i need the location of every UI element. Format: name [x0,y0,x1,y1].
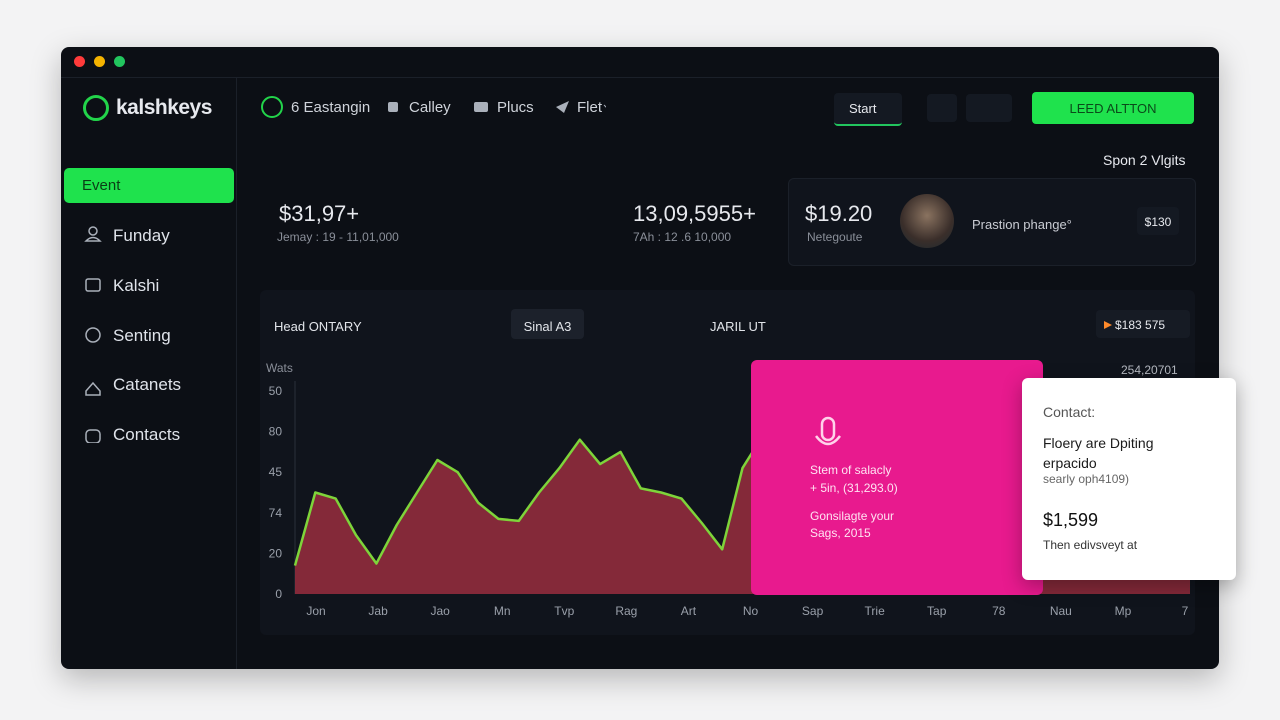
contact-heading: Floery are Dpiting erpacido [1043,435,1154,471]
nav-item[interactable]: 6 Eastangin [291,99,371,116]
sidebar-item[interactable]: Kalshi [113,276,160,295]
y-axis-label: 74 [269,506,283,520]
minimize-dot[interactable] [94,56,105,67]
corner-value: 254,20701 [1121,363,1178,377]
stat-value: $31,97+ [279,201,360,226]
price: $183 575 [1115,318,1166,332]
x-axis-label: 78 [992,604,1006,618]
nav-item[interactable]: Flet [577,99,603,116]
x-axis-label: Jon [306,604,325,618]
brand: kalshkeys [116,96,212,119]
chart-tab-active[interactable] [511,309,584,339]
sidebar-item[interactable]: Event [82,177,121,194]
pink-text: Gonsilagte your [810,509,895,523]
price-icon [1104,321,1112,329]
x-axis-label: Mn [494,604,511,618]
y-axis-label: 80 [269,425,283,439]
cta-button[interactable] [1032,92,1194,124]
axis-title: Wats [266,361,293,375]
maximize-dot[interactable] [114,56,125,67]
contact-sub: searly oph4109) [1043,472,1130,486]
x-axis-label: 7 [1182,604,1189,618]
mic-icon [815,416,841,446]
stat-label: 7Ah : 12 .6 10,000 [633,230,732,244]
nav-item[interactable]: Calley [409,99,451,116]
y-axis-label: 0 [275,587,282,601]
x-axis-label: Trie [865,604,886,618]
icon-button[interactable] [927,94,957,122]
nav-icon [261,96,283,118]
pink-text: Sags, 2015 [810,526,871,540]
cta-label: LEED ALTTON [1069,101,1157,116]
sidebar-item[interactable]: Senting [113,326,171,345]
start-button[interactable] [834,93,902,126]
sidebar-item[interactable]: Catanets [113,375,182,394]
x-axis-label: Jao [430,604,450,618]
x-axis-label: Mp [1115,604,1132,618]
sidebar-icons [84,226,102,443]
contact-note: Then edivsveyt at [1043,538,1138,552]
avatar [900,194,954,248]
contact-title: Contact: [1043,404,1096,420]
x-axis-label: No [743,604,759,618]
icon-button[interactable] [966,94,1012,122]
x-axis-label: Sap [802,604,824,618]
x-axis-label: Jab [368,604,388,618]
profile-text: Prastion phange° [972,217,1072,232]
y-axis-label: 20 [269,546,283,560]
nav-icons [388,101,606,113]
nav-item[interactable]: Plucs [497,99,534,116]
x-axis-label: Tvp [554,604,574,618]
pink-text: + 5in, (31,293.0) [810,481,898,495]
pink-card [751,360,1043,595]
chart-tab[interactable]: JARIL UT [710,319,766,334]
x-axis-label: Art [681,604,697,618]
start-label: Start [849,101,877,116]
y-axis-label: 45 [269,465,283,479]
chart-tab[interactable]: Head ONTARY [274,319,362,334]
brand-logo [83,95,109,121]
profile-label: Netegoute [807,230,863,244]
profile-value: $19.20 [805,201,873,226]
stat-label: Jemay : 19 - 11,01,000 [277,230,399,244]
stat-value: 13,09,5955+ [633,201,756,226]
top-right-label: Spon 2 Vlgits [1103,152,1186,168]
pink-text: Stem of salacly [810,463,892,477]
divider [61,77,1219,78]
close-dot[interactable] [74,56,85,67]
sidebar-active[interactable] [64,168,234,203]
contact-card [1022,378,1236,580]
contact-price: $1,599 [1043,510,1099,530]
sidebar-item[interactable]: Contacts [113,425,181,444]
profile-card [788,178,1196,266]
x-axis-label: Rag [615,604,637,618]
x-axis-label: Nau [1050,604,1072,618]
sidebar-item[interactable]: Funday [113,226,170,245]
y-axis-label: 50 [269,384,283,398]
sidebar [61,77,237,669]
x-axis-label: Tap [927,604,947,618]
badge [1137,207,1179,235]
badge-label: $130 [1144,215,1172,229]
chart-tab[interactable]: Sinal A3 [523,319,572,334]
